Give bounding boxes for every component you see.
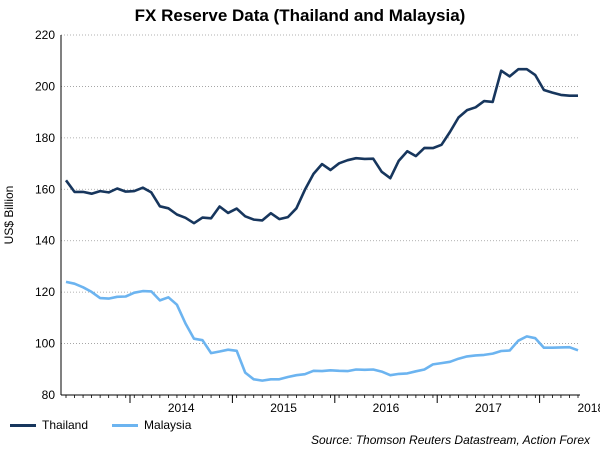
- legend: Thailand Malaysia: [10, 417, 215, 433]
- x-tick-label: 2016: [373, 401, 400, 415]
- series-line-malaysia: [65, 280, 579, 382]
- y-tick-label: 200: [35, 79, 55, 93]
- legend-item-thailand: Thailand: [10, 418, 88, 432]
- y-tick-label: 140: [35, 234, 55, 248]
- x-tick-label: 2018: [577, 401, 600, 415]
- chart-title: FX Reserve Data (Thailand and Malaysia): [134, 6, 466, 25]
- legend-swatch-thailand: [10, 423, 36, 427]
- y-tick-label: 180: [35, 131, 55, 145]
- tick-labels: 80 100 120 140 160 180 200 220 2014 2015 2016 2017 2…: [35, 28, 600, 415]
- x-tick-label: 2017: [475, 401, 502, 415]
- x-tick-label: 2014: [168, 401, 195, 415]
- axes: [60, 35, 580, 403]
- x-tick-label: 2015: [270, 401, 297, 415]
- source-note: Source: Thomson Reuters Datastream, Acti…: [311, 433, 590, 447]
- legend-swatch-malaysia: [112, 423, 139, 427]
- legend-label-thailand: Thailand: [42, 418, 89, 432]
- series-lines: [64, 67, 579, 382]
- series-line-thailand: [64, 67, 578, 225]
- legend-item-malaysia: Malaysia: [112, 418, 191, 432]
- y-tick-label: 220: [35, 28, 55, 42]
- legend-label-malaysia: Malaysia: [144, 418, 192, 432]
- y-tick-label: 80: [42, 388, 56, 402]
- y-tick-label: 160: [35, 182, 55, 196]
- y-axis-label: US$ Billion: [2, 186, 16, 245]
- y-tick-label: 120: [35, 285, 55, 299]
- gridlines: [61, 34, 580, 344]
- y-tick-label: 100: [35, 337, 55, 351]
